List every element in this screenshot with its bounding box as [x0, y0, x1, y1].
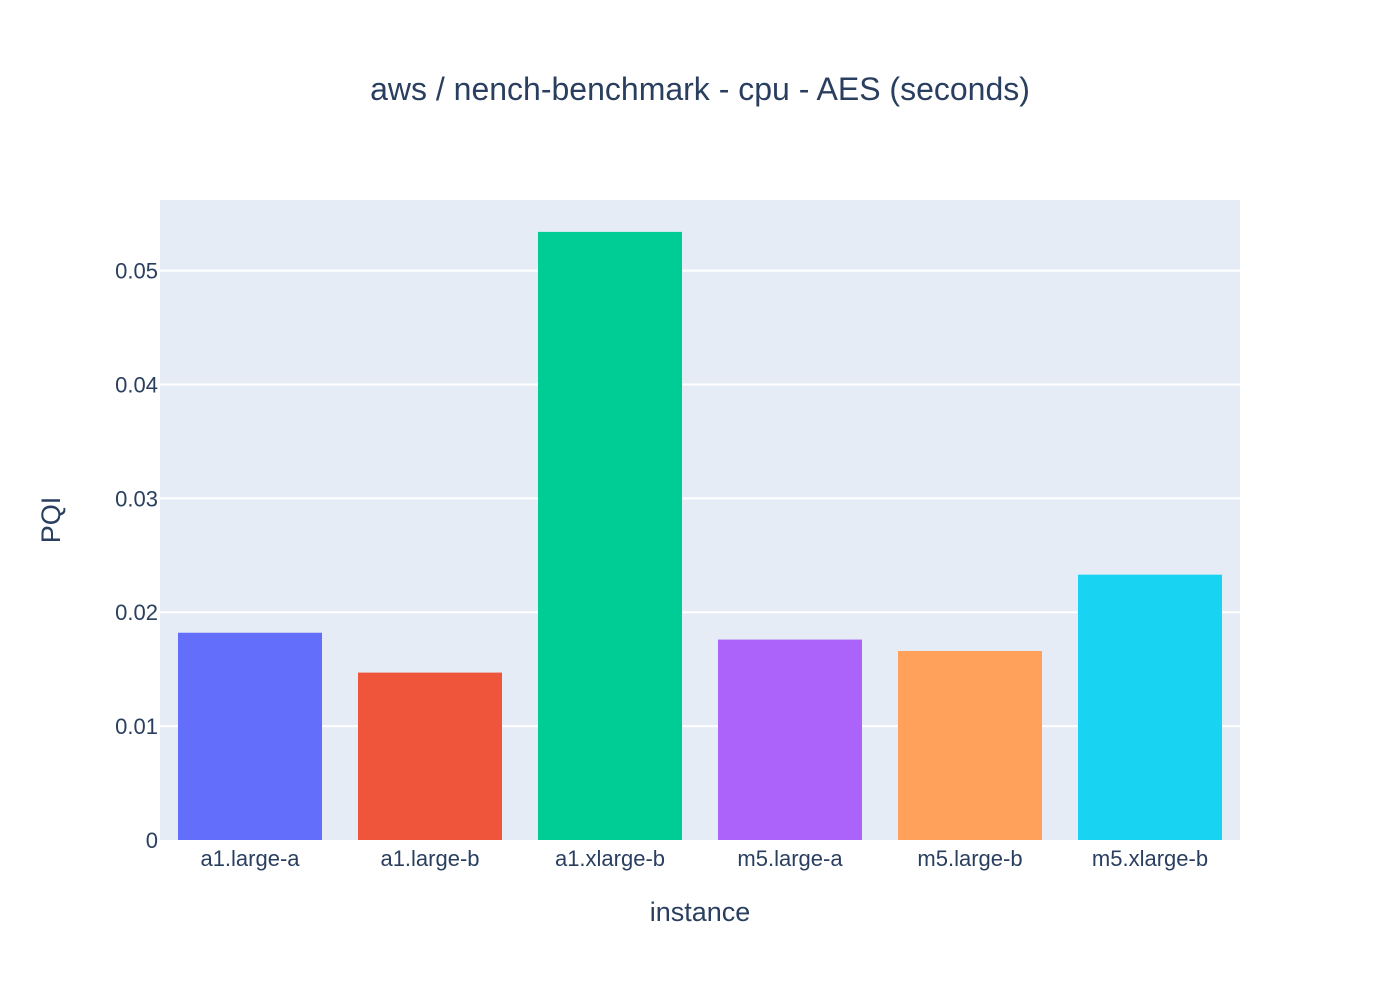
x-tick-label: m5.xlarge-b	[1092, 846, 1208, 871]
bar-a1.xlarge-b[interactable]	[538, 232, 682, 840]
y-axis-ticks: 0 0.01 0.02 0.03 0.04 0.05	[115, 259, 158, 853]
chart-title: aws / nench-benchmark - cpu - AES (secon…	[370, 71, 1030, 107]
x-tick-label: a1.large-b	[380, 846, 479, 871]
x-axis-ticks: a1.large-a a1.large-b a1.xlarge-b m5.large-…	[200, 846, 1208, 871]
bar-m5.large-a[interactable]	[718, 640, 862, 840]
y-tick-label: 0.02	[115, 600, 158, 625]
bar-a1.large-a[interactable]	[178, 633, 322, 840]
bar-a1.large-b[interactable]	[358, 673, 502, 840]
y-tick-label: 0.01	[115, 714, 158, 739]
y-tick-label: 0.05	[115, 259, 158, 284]
y-tick-label: 0.04	[115, 372, 158, 397]
x-tick-label: a1.large-a	[200, 846, 300, 871]
x-tick-label: a1.xlarge-b	[555, 846, 665, 871]
y-tick-label: 0.03	[115, 486, 158, 511]
y-tick-label: 0	[146, 828, 158, 853]
x-axis-title: instance	[650, 897, 751, 927]
y-axis-title: PQI	[36, 497, 66, 544]
bar-m5.xlarge-b[interactable]	[1078, 575, 1222, 840]
x-tick-label: m5.large-a	[737, 846, 843, 871]
x-tick-label: m5.large-b	[917, 846, 1022, 871]
bar-m5.large-b[interactable]	[898, 651, 1042, 840]
